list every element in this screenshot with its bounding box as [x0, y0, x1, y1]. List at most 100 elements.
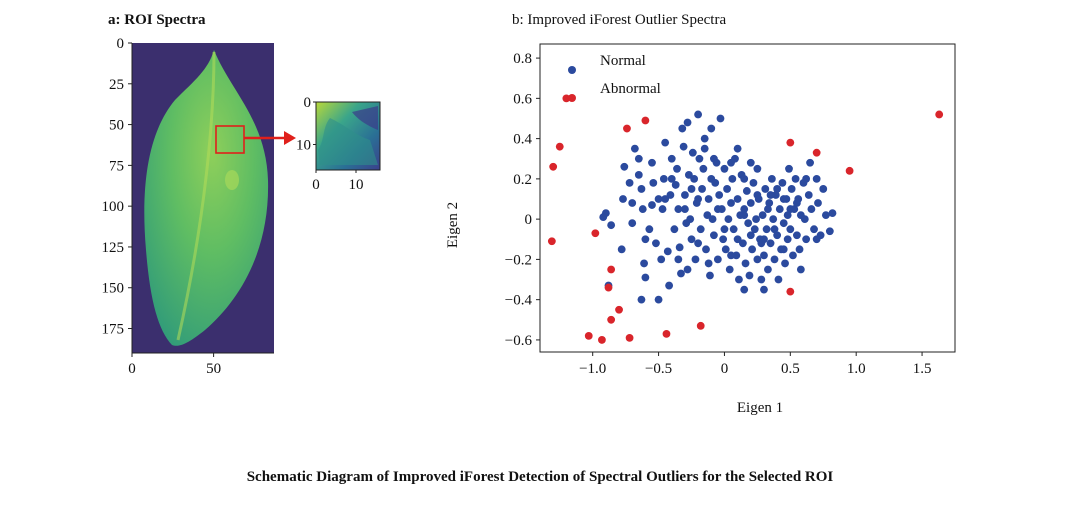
normal-point [630, 144, 639, 153]
roi-x-tick-label: 50 [206, 361, 221, 377]
normal-point [733, 235, 742, 244]
normal-point [787, 185, 796, 193]
normal-point [802, 235, 811, 244]
normal-point [783, 235, 792, 244]
normal-point [665, 281, 674, 290]
normal-point [819, 185, 828, 193]
normal-point [786, 205, 795, 213]
normal-point [752, 215, 760, 224]
normal-point [741, 259, 750, 268]
normal-point [740, 174, 749, 183]
normal-point [727, 199, 735, 207]
normal-point [802, 174, 811, 183]
normal-point [779, 219, 788, 228]
normal-point [795, 245, 804, 254]
abnormal-point [812, 148, 821, 157]
normal-point [671, 181, 680, 189]
abnormal-point [625, 334, 634, 342]
normal-point [766, 191, 775, 199]
normal-point [679, 142, 688, 151]
normal-point [810, 225, 818, 234]
x-tick-label: 0 [721, 361, 729, 377]
normal-point [789, 251, 797, 260]
normal-point [750, 225, 759, 234]
scatter-plot: 0.8 0.6 0.4 0.2 0 −0.2 −0.4 −0.6 −1.0 −0.5 0 0.5 1.… [445, 43, 956, 416]
y-tick-label: 0.6 [513, 91, 532, 107]
normal-point [652, 239, 660, 248]
roi-y-tick-label: 25 [109, 77, 124, 93]
normal-point [766, 239, 775, 248]
normal-point [740, 211, 749, 220]
abnormal-legend-label: Abnormal [600, 81, 661, 97]
x-axis: −1.0 −0.5 0 0.5 1.0 1.5 [579, 352, 931, 377]
roi-y-tick-label: 125 [102, 240, 125, 256]
normal-point [770, 225, 779, 234]
normal-point [645, 225, 654, 234]
normal-point [667, 154, 676, 163]
normal-point [796, 265, 805, 274]
inset-x-axis: 0 10 [312, 170, 364, 193]
normal-point [713, 255, 722, 264]
normal-point [706, 271, 714, 280]
roi-y-tick-label: 150 [102, 281, 125, 297]
normal-point [698, 185, 706, 193]
panel-a-title: a: ROI Spectra [108, 12, 206, 28]
roi-y-tick-label: 50 [109, 118, 124, 134]
roi-y-tick-label: 175 [102, 322, 125, 338]
abnormal-point [549, 162, 558, 171]
normal-point [733, 195, 742, 203]
x-axis-label: Eigen 1 [737, 400, 783, 416]
normal-point [791, 174, 800, 183]
abnormal-point [584, 331, 593, 340]
normal-point [775, 205, 784, 213]
normal-point [806, 158, 814, 167]
normal-point [740, 205, 749, 213]
normal-point [694, 239, 702, 248]
normal-point [812, 235, 821, 244]
normal-point [800, 215, 809, 224]
normal-point [719, 235, 728, 244]
leaf-shape [144, 50, 269, 346]
normal-point [703, 211, 712, 220]
normal-point [713, 205, 722, 213]
abnormal-point [623, 124, 631, 133]
normal-point [745, 271, 754, 280]
normal-point [821, 211, 830, 220]
y-tick-label: 0 [525, 212, 533, 228]
roi-x-tick-label: 0 [128, 361, 136, 377]
normal-point [704, 259, 713, 268]
normal-point [700, 144, 709, 153]
normal-point [674, 205, 683, 213]
normal-point [753, 164, 762, 173]
normal-point [710, 154, 718, 163]
normal-point [767, 174, 776, 183]
plot-frame [539, 43, 956, 353]
normal-point [686, 215, 695, 224]
abnormal-point [786, 287, 795, 296]
figure-caption: Schematic Diagram of Improved iForest De… [246, 469, 834, 485]
normal-point [786, 225, 795, 234]
normal-point [723, 185, 731, 193]
normal-point [648, 201, 656, 209]
normal-point [607, 221, 616, 230]
normal-point [774, 275, 783, 284]
normal-point [691, 255, 700, 264]
normal-point [619, 195, 627, 203]
normal-point [707, 124, 716, 133]
abnormal-point [641, 116, 650, 125]
normal-point [757, 275, 766, 284]
abnormal-point [562, 94, 571, 103]
abnormal-point [607, 315, 616, 324]
normal-point [684, 170, 693, 179]
normal-point [744, 219, 753, 228]
normal-point [779, 245, 788, 254]
x-tick-label: 1.5 [913, 361, 932, 377]
normal-point [663, 247, 672, 256]
normal-point [670, 225, 679, 234]
normal-point [814, 199, 822, 207]
normal-point [654, 295, 663, 304]
normal-point [661, 195, 670, 203]
normal-point [727, 158, 735, 167]
normal-point [783, 211, 792, 220]
normal-point [683, 265, 692, 274]
